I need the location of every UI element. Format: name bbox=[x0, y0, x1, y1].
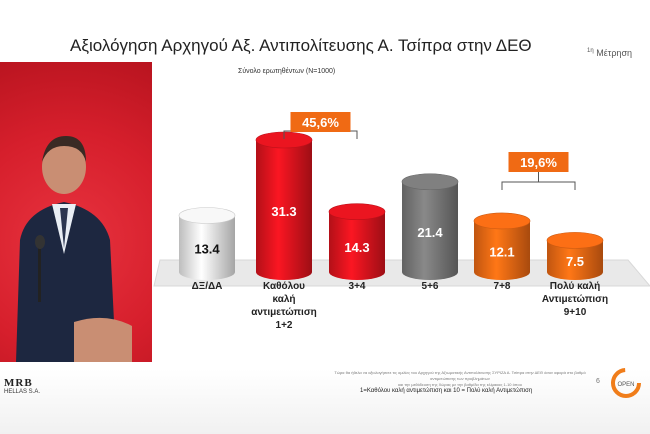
bar-4: 21.4 bbox=[401, 173, 459, 280]
measure-superscript: 1η bbox=[587, 48, 594, 54]
bar-top bbox=[473, 212, 531, 230]
open-logo-text: OPEN bbox=[617, 382, 634, 388]
bar-value-label: 13.4 bbox=[194, 242, 220, 257]
open-tv-logo: OPEN bbox=[611, 368, 641, 398]
speaker-silhouette bbox=[16, 136, 132, 362]
annotation-bracket bbox=[501, 172, 576, 190]
bar-top bbox=[401, 173, 459, 191]
bar-value-label: 21.4 bbox=[417, 225, 443, 240]
bar-body bbox=[547, 240, 603, 280]
mrb-logo-text: MRB bbox=[4, 377, 33, 389]
bar-1: 13.4 bbox=[178, 207, 236, 280]
bar-body bbox=[256, 140, 312, 280]
scale-note: 1=Καθόλου καλή αντιμετώπιση και 10 = Πολ… bbox=[360, 388, 533, 394]
category-label: ΔΞ/ΔΑ bbox=[191, 281, 223, 292]
group-annotation: 19,6% bbox=[501, 152, 576, 190]
bar-3: 14.3 bbox=[328, 203, 386, 280]
bar-value-label: 31.3 bbox=[271, 204, 296, 219]
mrb-logo: MRB HELLAS S.A. bbox=[4, 377, 52, 401]
measure-label: 1η Μέτρηση bbox=[587, 48, 632, 58]
category-label: 3+4 bbox=[348, 281, 366, 292]
bar-value-label: 14.3 bbox=[344, 240, 369, 255]
speaker-photo bbox=[0, 62, 152, 362]
bar-value-label: 12.1 bbox=[489, 244, 514, 259]
bar-5: 12.1 bbox=[473, 212, 531, 280]
group-annotation: 45,6% bbox=[283, 112, 358, 139]
bar-body bbox=[402, 181, 458, 280]
footnote: Τώρα θα ήθελα να αξιολογήσετε τις ομιλίε… bbox=[330, 370, 590, 388]
bar-body bbox=[179, 215, 235, 280]
bar-2: 31.3 bbox=[255, 131, 313, 280]
category-label: 5+6 bbox=[421, 281, 439, 292]
page-number: 6 bbox=[596, 378, 600, 385]
mrb-logo-subtext: HELLAS S.A. bbox=[4, 389, 41, 395]
annotation-label: 45,6% bbox=[302, 115, 339, 130]
bar-body bbox=[329, 211, 385, 280]
bar-chart: 13.4 31.3 14.3 21.4 12.1 7.5 45,6% 19,6% bbox=[153, 112, 650, 287]
category-label: 7+8 bbox=[493, 281, 511, 292]
bar-6: 7.5 bbox=[546, 232, 604, 280]
bar-top bbox=[178, 207, 236, 224]
category-label: Καθόλου καλή αντιμετώπιση 1+2 bbox=[251, 281, 317, 331]
sample-note: Σύνολο ερωτηθέντων (Ν=1000) bbox=[238, 68, 336, 75]
annotation-box bbox=[508, 152, 569, 172]
annotation-box bbox=[290, 112, 351, 132]
footnote-line-1: Τώρα θα ήθελα να αξιολογήσετε τις ομιλίε… bbox=[334, 370, 586, 381]
slide-title: Αξιολόγηση Αρχηγού Αξ. Αντιπολίτευσης Α.… bbox=[70, 36, 532, 55]
bar-top bbox=[546, 232, 604, 249]
annotation-label: 19,6% bbox=[520, 155, 557, 170]
bar-body bbox=[474, 220, 530, 280]
footnote-line-2: και την μεθόδευση της Χώρας με την βαθμί… bbox=[398, 382, 522, 387]
bar-value-label: 7.5 bbox=[566, 254, 584, 269]
bar-top bbox=[328, 203, 386, 220]
category-label: Πολύ καλή Αντιμετώπιση 9+10 bbox=[541, 281, 609, 318]
measure-text: Μέτρηση bbox=[596, 48, 632, 58]
